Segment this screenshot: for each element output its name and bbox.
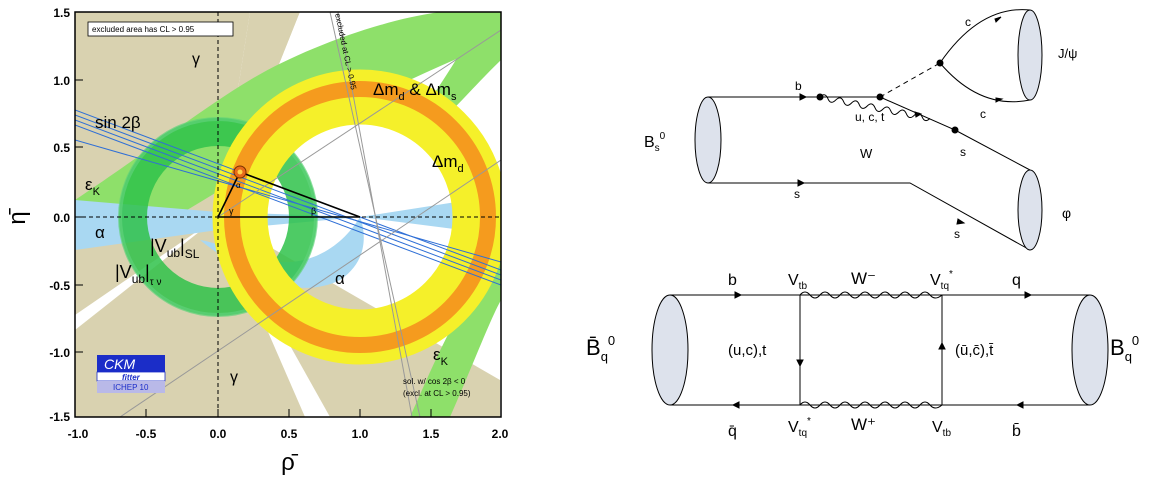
ckm-triangle-plot: excluded area has CL > 0.95 excluded at … (0, 0, 560, 477)
y-tick: -1.0 (49, 346, 70, 360)
vub-taunu-label: |Vub|τ ν (115, 262, 161, 288)
alpha-region-lower-arc (200, 217, 364, 288)
uct-label: u, c, t (855, 110, 885, 124)
b-q0-label: Bq0 (1110, 333, 1139, 364)
jpsi-label: J/ψ (1058, 46, 1077, 61)
epsk-label-left: εK (85, 175, 101, 198)
uct-left-label: (u,c),t (728, 342, 767, 359)
qbar-quark-label: q̄ (728, 423, 737, 440)
y-tick: 1.0 (53, 74, 70, 88)
bbar-q0-label: B̄q0 (586, 333, 615, 364)
gamma-corner-label: γ (229, 206, 234, 216)
w-minus-label: W⁻ (851, 269, 876, 288)
c-quark-lower-label: c (980, 107, 986, 121)
box-diagram (651, 291, 1109, 409)
svg-text:CKM: CKM (104, 356, 135, 372)
alpha-label-left: α (95, 223, 105, 242)
sol-note-line2: (excl. at CL > 0.95) (403, 389, 471, 398)
c-quark-upper-label: c (965, 15, 971, 29)
phi-label: φ (1062, 205, 1071, 221)
x-tick: 1.0 (352, 427, 369, 441)
bbar-quark-label: b̄ (1012, 423, 1021, 440)
b-quark-box-label: b (728, 272, 737, 289)
x-tick: -0.5 (136, 427, 157, 441)
excluded-area-note: excluded area has CL > 0.95 (92, 25, 195, 34)
ckmfitter-logo: CKM fitter ICHEP 10 (96, 355, 166, 393)
q-quark-label: q (1012, 272, 1021, 289)
vub-sl-label: |Vub|SL (150, 236, 200, 261)
y-tick: -0.5 (49, 279, 70, 293)
w-boson-label: W (860, 146, 873, 161)
svg-text:fitter: fitter (122, 373, 141, 382)
x-tick: 0.0 (210, 427, 227, 441)
gamma-label-top: γ (192, 51, 200, 68)
x-axis-label: ρ̄ (281, 449, 299, 476)
alpha-label-right: α (335, 269, 345, 288)
dmd-label: Δmd (432, 152, 464, 175)
s-quark-bottom-label: s (954, 227, 960, 241)
vtq-bottom-label: Vtq* (788, 416, 811, 439)
vtq-top-label: Vtq* (930, 269, 953, 292)
sol-note-line1: sol. w/ cos 2β < 0 (403, 377, 466, 386)
bs-decay-diagram (694, 9, 1043, 251)
w-plus-label: W⁺ (851, 415, 876, 434)
s-quark-label: s (794, 187, 800, 201)
x-tick: -1.0 (68, 427, 89, 441)
y-axis-label: η̄ (4, 207, 31, 224)
bs0-label: Bs0 (644, 131, 666, 154)
uct-right-label: (ū,c̄),t̄ (955, 342, 994, 359)
y-tick: -1.5 (49, 410, 70, 424)
x-tick: 2.0 (492, 427, 509, 441)
x-tick: 1.5 (423, 427, 440, 441)
feynman-diagrams: Bs0 b s u, c, t W c c J/ψ s s φ B̄q0 Bq0… (560, 0, 1171, 477)
y-tick: 0.5 (53, 141, 70, 155)
alpha-apex-label: α (236, 181, 241, 190)
gamma-label-bottom: γ (230, 369, 238, 386)
epsk-label-right: εK (433, 345, 449, 368)
svg-text:ICHEP 10: ICHEP 10 (113, 383, 149, 392)
s-quark-right-label: s (960, 145, 966, 159)
dmd-dms-label: Δmd & Δms (373, 80, 457, 103)
beta-corner-label: β (311, 206, 316, 216)
x-tick: 0.5 (281, 427, 298, 441)
b-quark-label: b (795, 79, 802, 93)
sin2beta-label: sin 2β (95, 113, 141, 132)
y-tick: 1.5 (53, 6, 70, 20)
vtb-top-label: Vtb (788, 272, 807, 292)
y-tick: 0.0 (53, 211, 70, 225)
vtb-bottom-label: Vtb (932, 419, 951, 439)
